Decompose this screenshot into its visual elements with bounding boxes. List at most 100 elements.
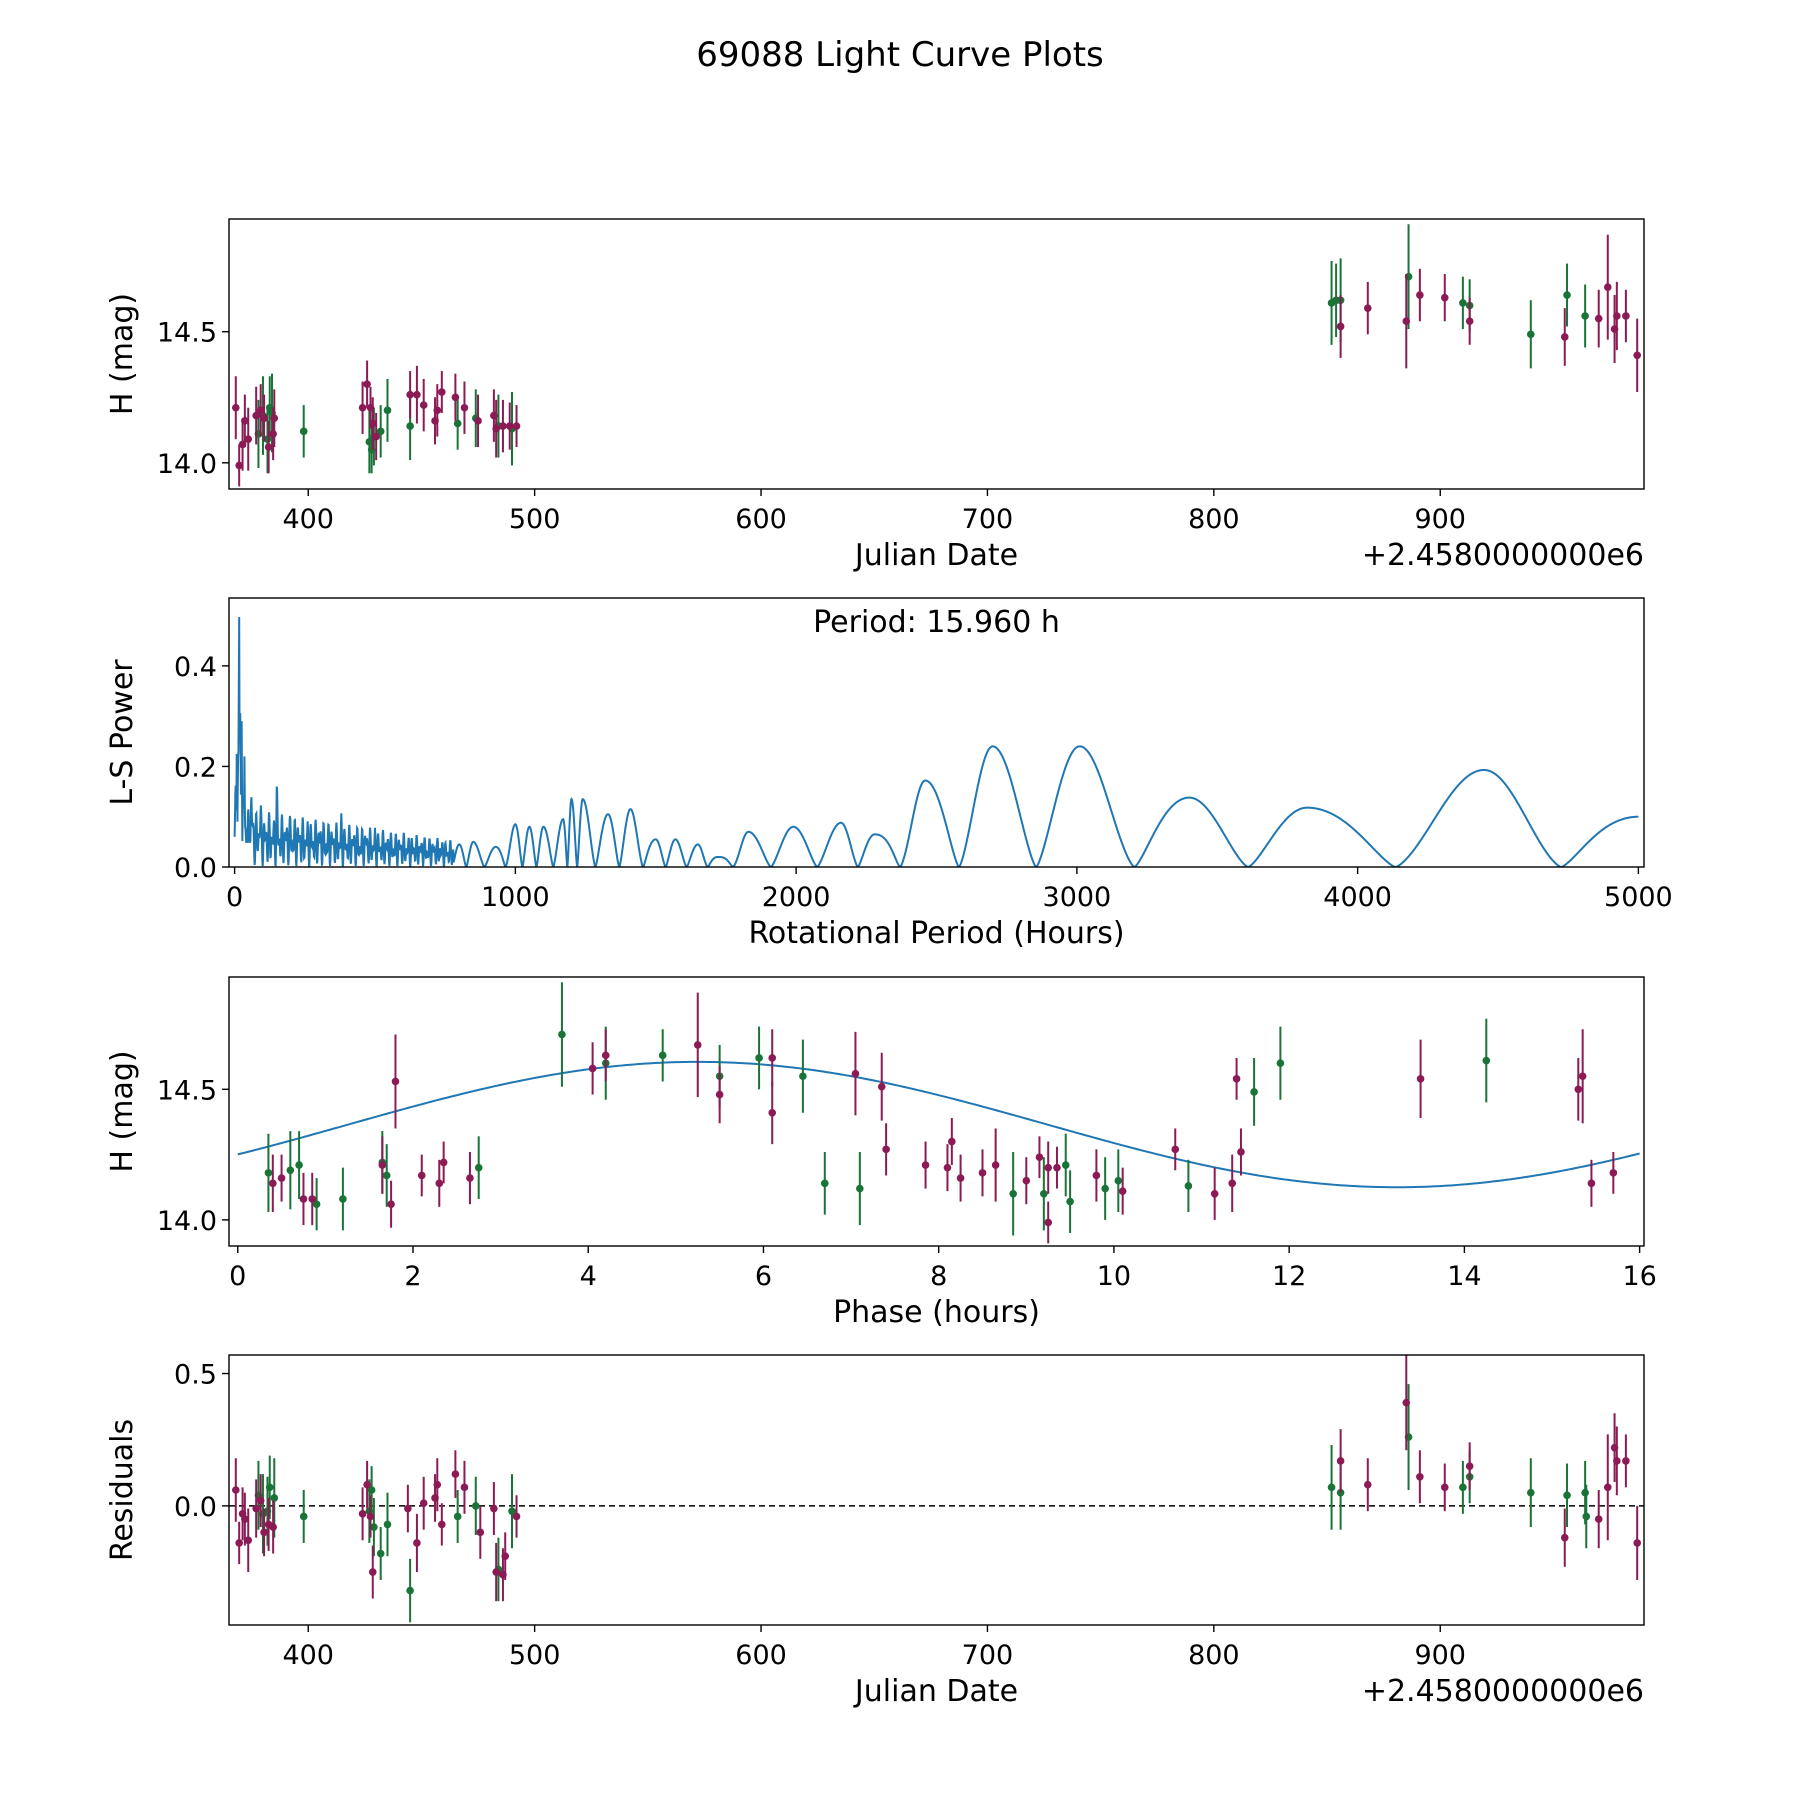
x-tick-label: 5000 [1604,882,1673,913]
residuals-data-point [366,1512,375,1521]
x-tick-label: 400 [282,504,334,535]
residuals-data-point [451,1470,460,1478]
phased-data-point [1578,1072,1587,1081]
lightcurve-data-point [363,380,371,388]
lightcurve-data-point [299,427,308,436]
lightcurve-data-point [1402,317,1411,326]
phased-data-point [439,1158,448,1167]
phased-data-point [820,1179,829,1188]
residuals-data-point [231,1486,240,1494]
residuals-data-point [490,1504,498,1513]
x-tick-label: 700 [962,504,1014,535]
phased-data-point [715,1090,724,1099]
residuals-data-point [433,1480,442,1489]
lightcurve-data-point [1363,304,1372,312]
residuals-data-point [376,1549,385,1558]
periodogram-frame [228,597,1645,868]
residuals-data-point [1336,1457,1345,1465]
phased-data-point [658,1051,667,1060]
residuals-data-point [1581,1488,1589,1497]
lightcurve-data-point [358,403,367,412]
x-axis-label: Julian Date [853,538,1018,573]
phased-data-point [693,1041,702,1049]
lightcurve-data-point [1613,312,1621,320]
residuals-data-point [1402,1398,1411,1407]
phased-data-point [378,1161,387,1169]
residuals-data-point [235,1539,243,1547]
phased-data-point [417,1171,426,1180]
y-tick-label: 0.4 [174,652,217,683]
phased-data-point [1232,1075,1241,1083]
phased-data-point [1574,1085,1583,1094]
phased-data-point [1053,1163,1061,1172]
phased-data-point [978,1169,987,1177]
phased-data-point [856,1184,864,1193]
phased-data-point [1416,1075,1425,1083]
phased-data-point [1276,1059,1285,1067]
x-tick-label: 3000 [1043,882,1112,913]
phased-data-point [956,1174,965,1182]
residuals-data-point [453,1512,462,1521]
phased-data-point [943,1163,952,1172]
lightcurve-data-point [269,430,277,438]
phased-data-point [299,1195,308,1203]
lightcurve-data-point [406,390,414,399]
y-tick-label: 14.5 [157,1075,217,1106]
residuals-data-point [358,1510,367,1518]
residuals-data-point [512,1512,521,1521]
residuals-plot-area [229,1355,1644,1623]
phased-data-point [755,1054,763,1062]
lightcurve-data-point [499,422,507,430]
lightcurve-data-point [1440,293,1449,302]
residuals-data-point [299,1512,308,1521]
lightcurve-data-point [492,424,500,433]
residuals-data-point [260,1528,268,1537]
x-axis-label: Phase (hours) [833,1295,1040,1330]
residuals-data-point [492,1568,500,1576]
x-tick-label: 12 [1272,1261,1306,1292]
lightcurve-data-point [231,403,240,412]
residuals-data-point [1363,1480,1372,1489]
residuals-data-point [269,1523,277,1531]
lightcurve-data-point [1581,312,1589,320]
residuals-data-point [1440,1483,1449,1492]
phased-data-point [882,1145,890,1154]
lightcurve-data-point [241,417,249,425]
phased-frame [228,976,1645,1247]
y-axis-label: Residuals [105,1419,140,1561]
x-tick-label: 2000 [762,882,831,913]
phased-data-point [768,1109,777,1117]
y-axis-label: H (mag) [105,1050,140,1172]
lightcurve-data-point [256,406,265,415]
residuals-data-point [413,1539,421,1547]
lightcurve-data-point [1527,330,1535,339]
lightcurve-data-point [1622,312,1630,320]
phased-data-point [1101,1184,1109,1193]
phased-data-point [1482,1056,1491,1065]
phased-data-point [851,1069,860,1078]
x-tick-label: 4 [580,1261,597,1292]
lightcurve-data-point [433,406,442,415]
phased-data-point [558,1030,566,1039]
y-axis-label: L-S Power [105,659,140,806]
lightcurve-data-point [438,388,446,396]
x-tick-label: 900 [1414,1640,1466,1671]
x-tick-label: 800 [1188,1640,1240,1671]
residuals-data-point [1622,1457,1630,1465]
x-tick-label: 4000 [1323,882,1392,913]
phased-data-point [1250,1088,1258,1096]
residuals-data-point [1459,1483,1467,1492]
lightcurve-data-point [264,443,273,451]
phased-data-point [387,1200,395,1209]
x-tick-label: 16 [1622,1261,1656,1292]
phased-plot-area [237,982,1640,1244]
phased-data-point [1092,1171,1101,1180]
residuals-data-point [1416,1472,1424,1481]
residuals-data-point [244,1536,253,1545]
x-offset-label: +2.4580000000e6 [1362,1674,1644,1709]
lightcurve-data-point [368,419,377,428]
phased-data-point [601,1051,610,1060]
phased-data-point [588,1064,597,1073]
lightcurve-data-point [260,414,268,423]
lightcurve-data-point [1336,322,1345,331]
